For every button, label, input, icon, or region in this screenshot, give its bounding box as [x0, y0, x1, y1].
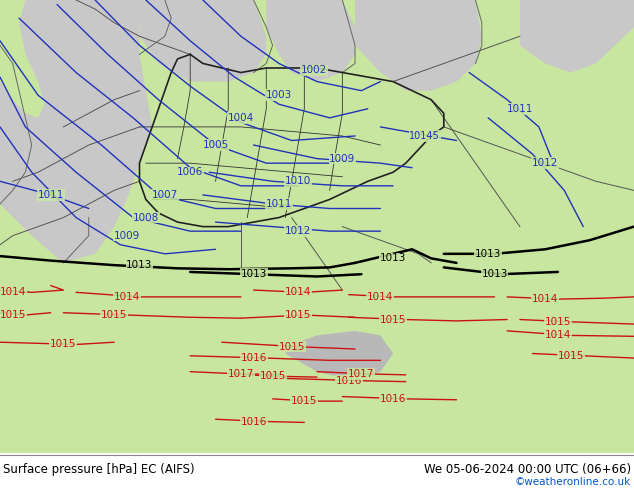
Text: 1017: 1017	[228, 369, 254, 379]
Text: 1009: 1009	[113, 231, 140, 241]
Text: 1007: 1007	[152, 190, 178, 200]
Polygon shape	[139, 0, 266, 82]
Text: 1014: 1014	[545, 330, 571, 341]
Text: 1015: 1015	[291, 396, 318, 406]
Text: 1003: 1003	[266, 90, 292, 100]
Text: 1013: 1013	[240, 269, 267, 279]
Text: 1011: 1011	[507, 104, 533, 114]
Text: 1015: 1015	[259, 371, 286, 381]
Text: 1016: 1016	[240, 353, 267, 363]
Text: 1016: 1016	[380, 394, 406, 404]
Text: 1012: 1012	[532, 158, 559, 168]
Text: 1002: 1002	[301, 65, 327, 75]
Text: 1014: 1014	[113, 292, 140, 302]
Text: We 05-06-2024 00:00 UTC (06+66): We 05-06-2024 00:00 UTC (06+66)	[424, 463, 631, 476]
Polygon shape	[355, 0, 482, 91]
Text: 1013: 1013	[475, 249, 501, 259]
Text: 1010: 1010	[285, 176, 311, 186]
Text: 1013: 1013	[126, 260, 153, 270]
Polygon shape	[0, 0, 634, 453]
Polygon shape	[0, 0, 44, 118]
Text: 1015: 1015	[0, 310, 26, 320]
Text: 1014: 1014	[367, 292, 394, 302]
Polygon shape	[285, 331, 393, 381]
Text: 1006: 1006	[177, 167, 204, 177]
Text: 1014: 1014	[532, 294, 559, 304]
Text: 10145: 10145	[410, 131, 440, 141]
Text: 1014: 1014	[0, 287, 26, 297]
Text: 1009: 1009	[329, 154, 356, 164]
Text: 1017: 1017	[348, 369, 375, 379]
Text: 1011: 1011	[266, 199, 292, 209]
Text: 1011: 1011	[37, 190, 64, 200]
Text: 1015: 1015	[101, 310, 127, 320]
Text: Surface pressure [hPa] EC (AIFS): Surface pressure [hPa] EC (AIFS)	[3, 463, 195, 476]
Text: 1014: 1014	[285, 287, 311, 297]
Text: 1015: 1015	[557, 351, 584, 361]
Polygon shape	[520, 0, 634, 73]
Text: 1015: 1015	[278, 342, 305, 352]
Text: 1016: 1016	[240, 416, 267, 426]
Text: 1013: 1013	[481, 269, 508, 279]
Text: 1008: 1008	[133, 213, 159, 222]
Text: 1013: 1013	[380, 253, 406, 263]
Polygon shape	[266, 0, 355, 82]
Polygon shape	[0, 0, 158, 263]
Text: 1015: 1015	[50, 340, 77, 349]
Text: 1015: 1015	[380, 315, 406, 324]
Text: 1015: 1015	[285, 310, 311, 320]
Text: 1012: 1012	[285, 226, 311, 236]
Text: 1005: 1005	[202, 140, 229, 150]
Text: 1015: 1015	[545, 317, 571, 327]
Text: 1004: 1004	[228, 113, 254, 123]
Text: 1016: 1016	[335, 376, 362, 386]
Text: ©weatheronline.co.uk: ©weatheronline.co.uk	[515, 477, 631, 487]
